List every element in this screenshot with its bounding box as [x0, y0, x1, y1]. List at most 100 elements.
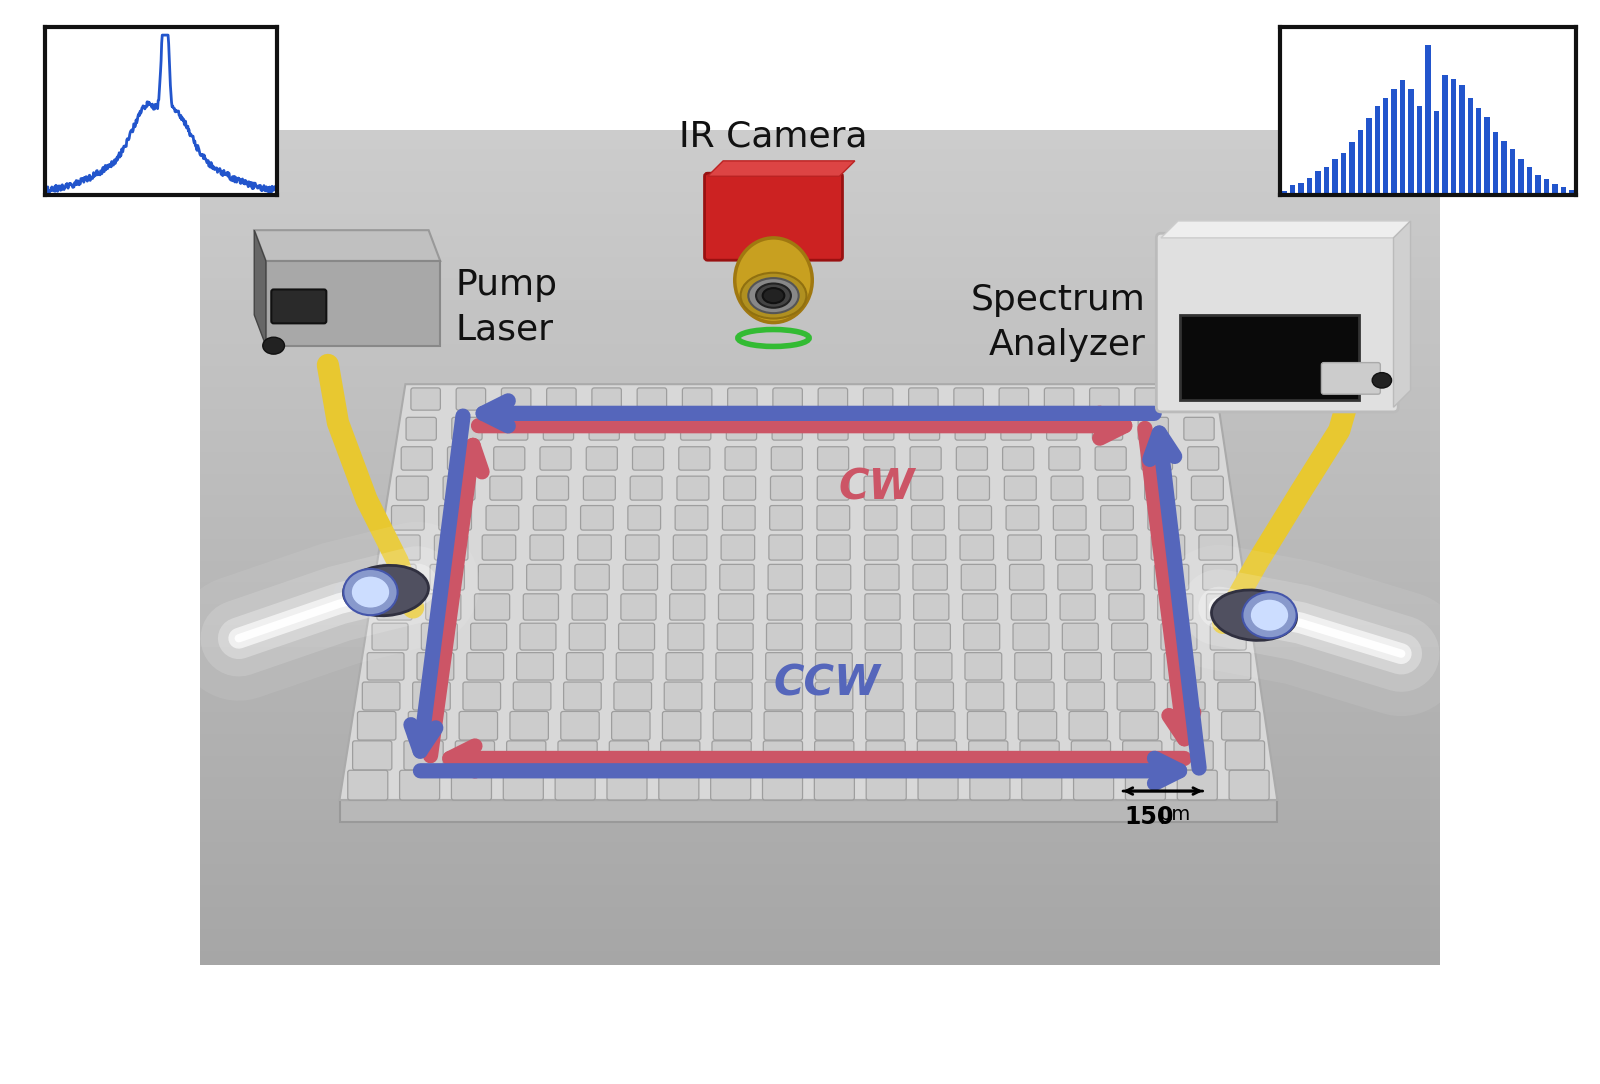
- FancyBboxPatch shape: [1322, 363, 1381, 395]
- Bar: [1341, 153, 1346, 195]
- FancyBboxPatch shape: [611, 711, 650, 740]
- FancyBboxPatch shape: [430, 565, 464, 590]
- Bar: [1560, 186, 1566, 195]
- Polygon shape: [254, 230, 266, 346]
- Bar: [1349, 142, 1355, 195]
- Text: IR Camera: IR Camera: [680, 119, 867, 153]
- FancyBboxPatch shape: [864, 417, 894, 440]
- FancyBboxPatch shape: [448, 447, 478, 470]
- FancyBboxPatch shape: [1010, 565, 1043, 590]
- FancyBboxPatch shape: [573, 594, 608, 620]
- FancyBboxPatch shape: [514, 682, 550, 710]
- FancyBboxPatch shape: [918, 771, 958, 800]
- Ellipse shape: [349, 580, 394, 605]
- FancyBboxPatch shape: [475, 594, 510, 620]
- FancyBboxPatch shape: [637, 388, 667, 410]
- FancyBboxPatch shape: [958, 505, 992, 530]
- FancyBboxPatch shape: [771, 476, 802, 500]
- FancyBboxPatch shape: [1019, 740, 1059, 770]
- FancyBboxPatch shape: [866, 740, 906, 770]
- FancyBboxPatch shape: [814, 740, 854, 770]
- Ellipse shape: [350, 576, 390, 608]
- FancyBboxPatch shape: [1158, 594, 1194, 620]
- FancyBboxPatch shape: [955, 417, 986, 440]
- FancyBboxPatch shape: [406, 417, 437, 440]
- FancyBboxPatch shape: [915, 682, 954, 710]
- Ellipse shape: [1232, 599, 1291, 631]
- FancyBboxPatch shape: [763, 740, 803, 770]
- FancyBboxPatch shape: [917, 711, 955, 740]
- FancyBboxPatch shape: [1171, 711, 1210, 740]
- Bar: [1382, 98, 1389, 195]
- FancyBboxPatch shape: [864, 476, 896, 500]
- FancyBboxPatch shape: [1157, 233, 1398, 412]
- FancyBboxPatch shape: [382, 565, 416, 590]
- FancyBboxPatch shape: [584, 476, 616, 500]
- FancyBboxPatch shape: [1123, 740, 1162, 770]
- Ellipse shape: [1250, 599, 1290, 631]
- FancyBboxPatch shape: [768, 565, 803, 590]
- FancyBboxPatch shape: [539, 447, 571, 470]
- Bar: [1451, 79, 1456, 195]
- FancyBboxPatch shape: [1210, 623, 1246, 650]
- Bar: [1333, 159, 1338, 195]
- FancyBboxPatch shape: [1141, 447, 1173, 470]
- Bar: [1416, 106, 1422, 195]
- Ellipse shape: [344, 566, 429, 616]
- FancyBboxPatch shape: [915, 623, 950, 650]
- Bar: [1392, 89, 1397, 195]
- FancyBboxPatch shape: [723, 505, 755, 530]
- FancyBboxPatch shape: [523, 594, 558, 620]
- Ellipse shape: [1240, 603, 1285, 628]
- Bar: [1467, 99, 1474, 195]
- FancyBboxPatch shape: [998, 388, 1029, 410]
- FancyBboxPatch shape: [818, 447, 848, 470]
- Text: Pump
Laser: Pump Laser: [456, 268, 558, 347]
- FancyBboxPatch shape: [765, 711, 803, 740]
- FancyBboxPatch shape: [451, 417, 482, 440]
- FancyBboxPatch shape: [1198, 535, 1232, 560]
- FancyBboxPatch shape: [814, 711, 853, 740]
- FancyBboxPatch shape: [630, 476, 662, 500]
- FancyBboxPatch shape: [915, 653, 952, 680]
- FancyBboxPatch shape: [914, 594, 949, 620]
- FancyBboxPatch shape: [373, 623, 408, 650]
- Polygon shape: [339, 384, 1277, 800]
- FancyBboxPatch shape: [570, 623, 605, 650]
- FancyBboxPatch shape: [1117, 682, 1155, 710]
- Bar: [1315, 171, 1322, 195]
- FancyBboxPatch shape: [957, 476, 989, 500]
- FancyBboxPatch shape: [866, 711, 904, 740]
- FancyBboxPatch shape: [766, 623, 803, 650]
- FancyBboxPatch shape: [1120, 711, 1158, 740]
- FancyBboxPatch shape: [347, 771, 387, 800]
- FancyBboxPatch shape: [1074, 771, 1114, 800]
- Bar: [1501, 141, 1507, 195]
- FancyBboxPatch shape: [910, 476, 942, 500]
- FancyBboxPatch shape: [1168, 682, 1205, 710]
- FancyBboxPatch shape: [968, 711, 1006, 740]
- FancyBboxPatch shape: [581, 505, 613, 530]
- Bar: [1510, 150, 1515, 195]
- Bar: [1298, 183, 1304, 195]
- FancyBboxPatch shape: [408, 711, 446, 740]
- FancyBboxPatch shape: [766, 653, 803, 680]
- Ellipse shape: [1226, 595, 1299, 635]
- Text: Spectrum
Analyzer: Spectrum Analyzer: [971, 283, 1146, 362]
- FancyBboxPatch shape: [816, 565, 851, 590]
- Bar: [1374, 106, 1381, 195]
- FancyBboxPatch shape: [547, 388, 576, 410]
- FancyBboxPatch shape: [1138, 417, 1168, 440]
- FancyBboxPatch shape: [1045, 388, 1074, 410]
- FancyBboxPatch shape: [962, 565, 995, 590]
- FancyBboxPatch shape: [606, 771, 646, 800]
- FancyBboxPatch shape: [1005, 476, 1037, 500]
- Text: 150: 150: [1125, 805, 1173, 829]
- FancyBboxPatch shape: [490, 476, 522, 500]
- FancyBboxPatch shape: [459, 711, 498, 740]
- Bar: [1408, 89, 1414, 195]
- FancyBboxPatch shape: [864, 447, 894, 470]
- FancyBboxPatch shape: [1195, 505, 1227, 530]
- Bar: [1475, 107, 1482, 195]
- FancyBboxPatch shape: [1072, 740, 1110, 770]
